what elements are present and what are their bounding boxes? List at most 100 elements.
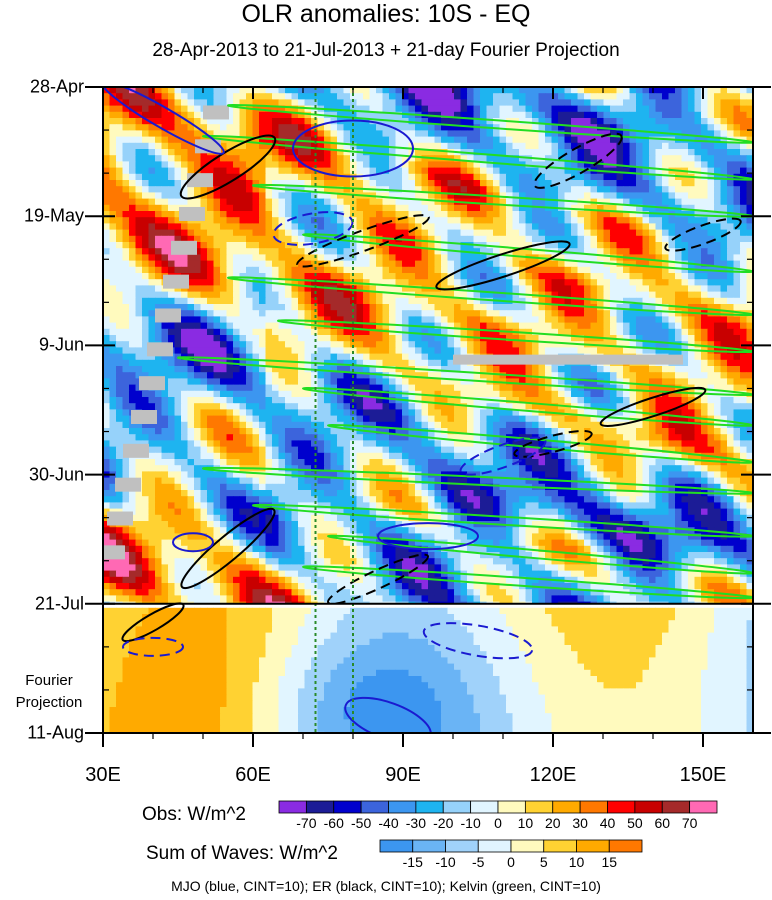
obs-cell [129, 130, 136, 138]
obs-cell [493, 229, 500, 237]
obs-cell [408, 229, 416, 237]
obs-cell [220, 180, 227, 187]
obs-cell [733, 118, 741, 125]
obs-cell [662, 266, 669, 274]
obs-cell [623, 223, 630, 231]
obs-cell [668, 105, 676, 113]
obs-cell [616, 266, 624, 274]
obs-cell [662, 254, 669, 262]
obs-cell [506, 335, 513, 342]
obs-cell [603, 198, 611, 206]
obs-cell [239, 204, 247, 212]
obs-cell [740, 204, 747, 212]
obs-cell [714, 254, 721, 262]
obs-cell [395, 390, 403, 398]
obs-cell [558, 118, 565, 125]
obs-cell [233, 223, 240, 231]
obs-cell [187, 192, 195, 200]
obs-cell [304, 254, 312, 262]
obs-cell [740, 198, 747, 206]
obs-cell [558, 378, 565, 386]
obs-cell [194, 198, 201, 206]
obs-cell [324, 366, 331, 373]
obs-cell [304, 130, 312, 138]
obs-cell [720, 304, 728, 311]
obs-cell [694, 254, 702, 262]
obs-cell [239, 99, 247, 107]
obs-cell [564, 304, 572, 311]
obs-cell [395, 285, 403, 293]
obs-cell [623, 124, 630, 131]
obs-cell [434, 204, 442, 212]
obs-cell [161, 136, 169, 144]
obs-cell [538, 266, 546, 274]
obs-cell [330, 211, 338, 218]
obs-cell [350, 167, 357, 175]
obs-cell [161, 180, 169, 187]
obs-cell [545, 266, 552, 274]
obs-cell [733, 99, 741, 107]
obs-cell [174, 211, 182, 218]
obs-cell [655, 130, 663, 138]
obs-cell [278, 273, 286, 280]
obs-cell [512, 378, 520, 386]
obs-cell [194, 341, 201, 348]
obs-cell [577, 291, 585, 299]
obs-cell [259, 266, 266, 274]
obs-cell [603, 111, 611, 119]
obs-cell [239, 390, 247, 398]
obs-cell [148, 316, 156, 324]
obs-cell [337, 384, 344, 392]
obs-cell [649, 155, 656, 162]
obs-cell [538, 99, 546, 107]
obs-cell [701, 304, 708, 311]
obs-cell [493, 186, 500, 193]
obs-cell [655, 155, 663, 162]
obs-cell [447, 384, 455, 392]
obs-cell [129, 217, 136, 224]
obs-cell [252, 297, 260, 305]
obs-cell [519, 87, 526, 94]
obs-cell [727, 180, 734, 187]
obs-cell [356, 155, 364, 162]
obs-cell [467, 260, 474, 268]
obs-cell [701, 161, 708, 169]
obs-cell [168, 353, 175, 361]
obs-cell [265, 211, 273, 218]
obs-cell [610, 198, 617, 206]
obs-cell [285, 242, 292, 249]
obs-cell [577, 273, 585, 280]
obs-cell [389, 266, 396, 274]
obs-cell [681, 180, 689, 187]
obs-cell [610, 211, 617, 218]
obs-cell [285, 260, 292, 268]
obs-cell [356, 87, 364, 94]
obs-cell [447, 93, 455, 100]
obs-cell [272, 149, 279, 156]
obs-cell [382, 353, 390, 361]
obs-cell [226, 155, 234, 162]
obs-cell [694, 111, 702, 119]
obs-cell [512, 347, 520, 355]
obs-cell [194, 328, 201, 336]
obs-cell [161, 149, 169, 156]
obs-cell [740, 316, 747, 324]
obs-cell [727, 310, 734, 317]
obs-cell [694, 198, 702, 206]
obs-cell [343, 229, 351, 237]
obs-cell [558, 322, 565, 330]
obs-cell [655, 310, 663, 317]
obs-cell [538, 304, 546, 311]
obs-cell [174, 304, 182, 311]
obs-cell [545, 130, 552, 138]
obs-cell [129, 390, 136, 398]
obs-cell [506, 378, 513, 386]
obs-cell [330, 390, 338, 398]
obs-cell [668, 341, 676, 348]
obs-cell [148, 291, 156, 299]
obs-cell [746, 372, 753, 379]
obs-cell [636, 248, 643, 255]
obs-cell [194, 322, 201, 330]
obs-cell [519, 111, 526, 119]
obs-cell [525, 124, 533, 131]
